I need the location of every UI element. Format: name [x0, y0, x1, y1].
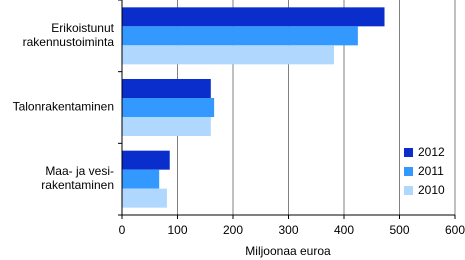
legend-swatch — [404, 167, 413, 176]
x-tick-label: 500 — [389, 223, 409, 237]
x-tick-label: 400 — [334, 223, 354, 237]
y-tick-label: Maa- ja vesi-rakentaminen — [41, 164, 114, 192]
x-tick-label: 600 — [445, 223, 465, 237]
bar — [122, 117, 211, 136]
bar — [122, 26, 358, 46]
legend-label: 2012 — [418, 145, 445, 159]
x-tick-label: 300 — [278, 223, 298, 237]
x-tick-label: 200 — [223, 223, 243, 237]
bar — [122, 79, 211, 98]
legend-swatch — [404, 186, 413, 195]
x-tick-label: 100 — [167, 223, 187, 237]
legend-swatch — [404, 148, 413, 157]
bar — [122, 98, 215, 117]
bar — [122, 188, 167, 208]
bar — [122, 7, 385, 27]
x-tick-label: 0 — [119, 223, 126, 237]
y-tick-label: Talonrakentaminen — [13, 100, 114, 114]
bar — [122, 169, 160, 189]
bar — [122, 45, 335, 65]
legend-label: 2010 — [418, 183, 445, 197]
x-axis-title: Miljoonaa euroa — [245, 244, 331, 258]
y-tick-label: Erikoistunut rakennustoiminta — [23, 21, 115, 49]
legend-label: 2011 — [418, 164, 444, 178]
bar — [122, 150, 170, 170]
